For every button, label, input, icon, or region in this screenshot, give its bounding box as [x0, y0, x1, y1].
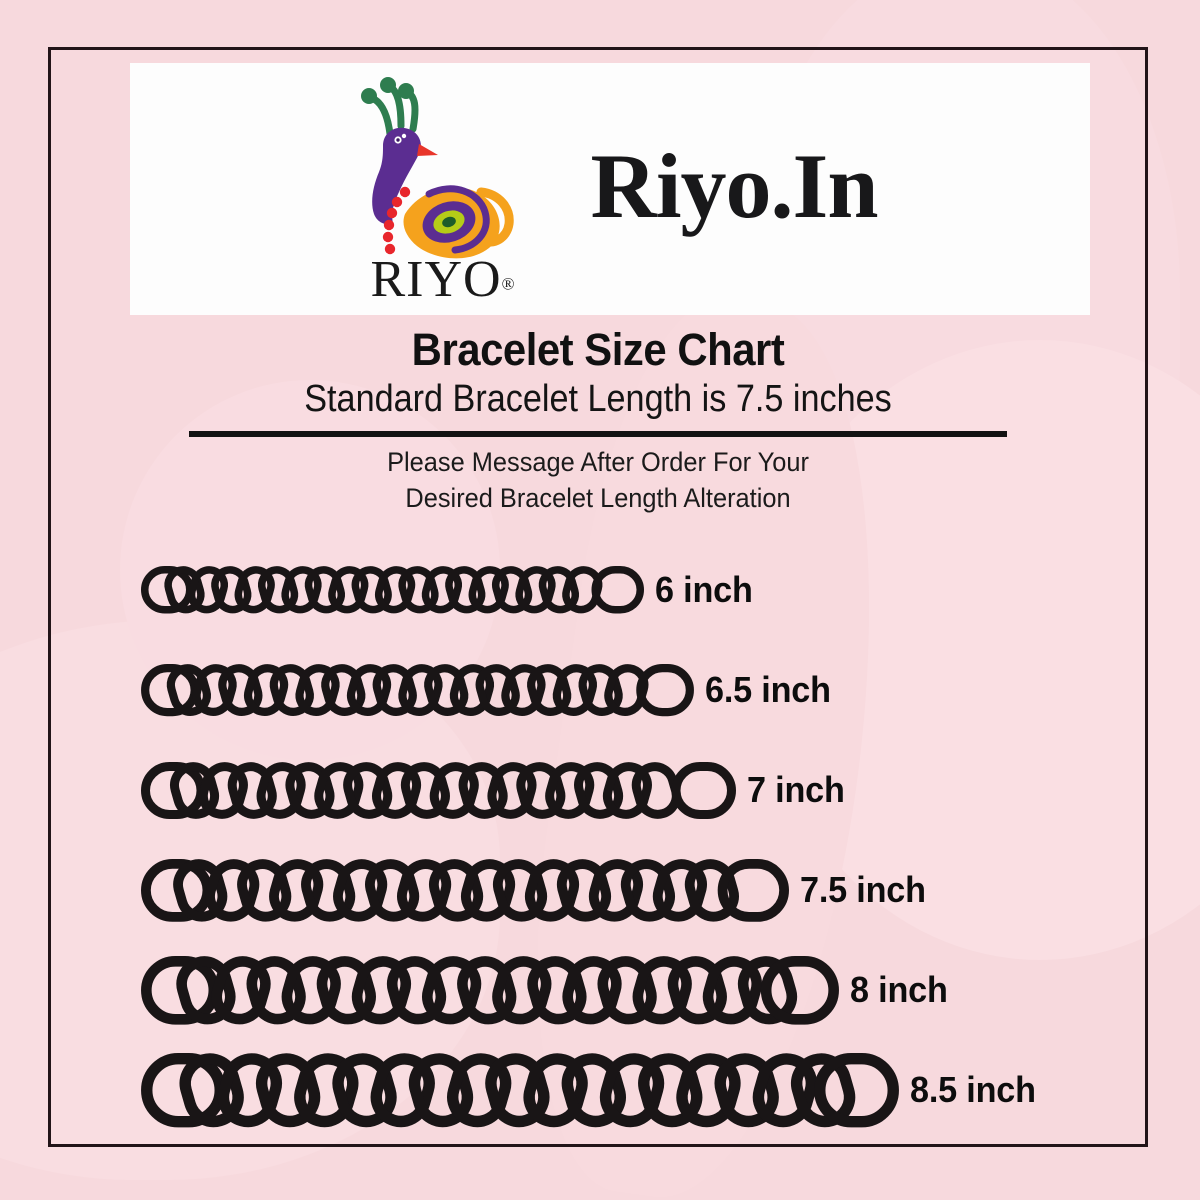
size-row: 6.5 inch	[0, 640, 1200, 740]
order-note-line-1: Please Message After Order For Your	[387, 447, 809, 478]
chain-bracelet-icon	[140, 563, 645, 617]
size-row-list: 6 inch 6.5 inch 7 inch 7.5 inch 8 inch 8.5 in…	[0, 540, 1200, 1140]
registered-trademark-icon: ®	[501, 274, 515, 294]
size-label: 7.5 inch	[800, 869, 926, 910]
brand-name: Riyo.In	[590, 135, 879, 237]
heading-divider	[189, 431, 1007, 438]
page-subtitle: Standard Bracelet Length is 7.5 inches	[304, 378, 892, 421]
page-title: Bracelet Size Chart	[411, 324, 785, 375]
size-label: 6 inch	[655, 569, 753, 610]
size-row: 8 inch	[0, 940, 1200, 1040]
poster-border	[48, 47, 1148, 1147]
chain-bracelet-icon	[140, 759, 737, 822]
chain-bracelet-icon	[140, 661, 695, 719]
chain-bracelet-icon	[140, 856, 790, 925]
size-label: 7 inch	[747, 769, 845, 810]
brand-header-card: RIYO® Riyo.In	[130, 63, 1090, 315]
size-label: 8 inch	[850, 969, 948, 1010]
brand-wordmark: RIYO	[370, 251, 502, 308]
heading-block: Bracelet Size Chart Standard Bracelet Le…	[48, 324, 1148, 517]
size-row: 7 inch	[0, 740, 1200, 840]
size-row: 7.5 inch	[0, 840, 1200, 940]
peacock-logo-icon: RIYO®	[343, 74, 543, 308]
size-row: 8.5 inch	[0, 1040, 1200, 1140]
chain-bracelet-icon	[140, 1050, 900, 1130]
size-row: 6 inch	[0, 540, 1200, 640]
order-note-line-2: Desired Bracelet Length Alteration	[405, 483, 791, 514]
size-label: 6.5 inch	[705, 669, 831, 710]
chain-bracelet-icon	[140, 953, 840, 1028]
size-label: 8.5 inch	[910, 1069, 1036, 1110]
